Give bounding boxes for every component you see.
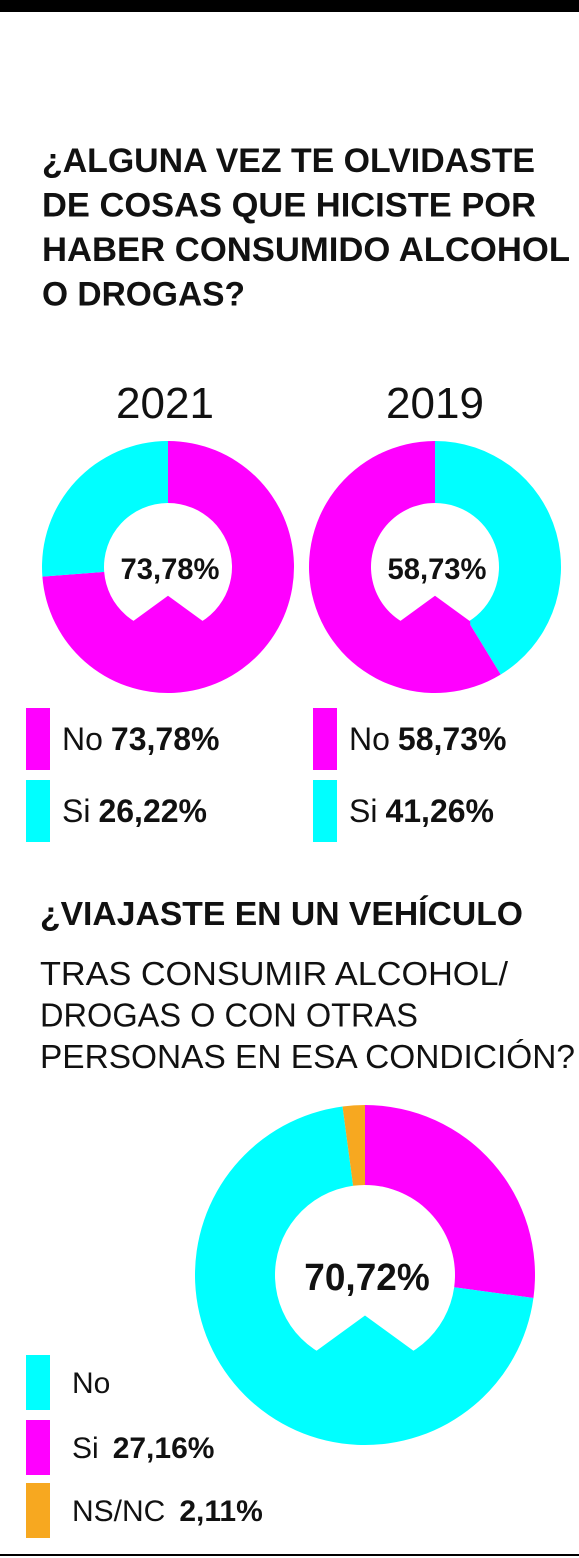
legend-swatch: [26, 1483, 50, 1538]
year-label: 2019: [386, 379, 484, 428]
hole-notch: [132, 595, 204, 635]
question-subtitle: PERSONAS EN ESA CONDICIÓN?: [40, 1038, 575, 1075]
donut: [42, 441, 294, 693]
donut: [309, 441, 561, 693]
legend-swatch: [26, 708, 50, 770]
donut-segment: [42, 441, 168, 577]
hole-notch: [315, 1315, 415, 1369]
legend-label: No 73,78%: [62, 721, 219, 757]
question-title: ¿VIAJASTE EN UN VEHÍCULO: [40, 895, 523, 932]
legend-swatch: [313, 708, 337, 770]
legend-category: Si: [72, 1432, 99, 1465]
donut-segment: [365, 1105, 535, 1299]
legend-category: No: [72, 1367, 110, 1400]
legend-label: No 58,73%: [349, 721, 506, 757]
legend-label: Si 41,26%: [349, 793, 494, 829]
legend-category: Si: [349, 793, 377, 829]
center-value: 73,78%: [121, 553, 220, 586]
legend-swatch: [26, 1355, 50, 1410]
question-title: DE COSAS QUE HICISTE POR: [42, 187, 536, 225]
legend-swatch: [26, 1420, 50, 1475]
question-title: O DROGAS?: [42, 276, 245, 314]
legend-value: 2,11%: [179, 1495, 262, 1528]
legend-value: 41,26%: [385, 793, 494, 829]
legend-category: No: [62, 721, 103, 757]
legend-swatch: [313, 780, 337, 842]
top-bar: [0, 0, 579, 12]
bottom-rule: [0, 1554, 579, 1556]
center-value: 58,73%: [388, 553, 487, 586]
center-value: 70,72%: [304, 1257, 429, 1299]
legend-value: 27,16%: [113, 1432, 215, 1465]
legend-label: NS/NC 2,11%: [72, 1495, 263, 1528]
legend-label: Si 26,22%: [62, 793, 207, 829]
legend-swatch: [26, 780, 50, 842]
legend-category: NS/NC: [72, 1495, 165, 1528]
donut: [195, 1105, 535, 1446]
legend-label: Si 27,16%: [72, 1432, 214, 1465]
legend-value: 26,22%: [98, 793, 207, 829]
legend-value: 73,78%: [111, 721, 220, 757]
donut-segment: [342, 1105, 365, 1186]
legend-value: 58,73%: [398, 721, 507, 757]
question-title: HABER CONSUMIDO ALCOHOL: [42, 231, 570, 269]
question-title: ¿ALGUNA VEZ TE OLVIDASTE: [42, 142, 535, 180]
question-subtitle: TRAS CONSUMIR ALCOHOL/: [40, 955, 509, 992]
legend-label: No: [72, 1367, 110, 1400]
donut-segment: [435, 441, 561, 675]
legend-category: Si: [62, 793, 90, 829]
donut-segment: [42, 441, 294, 693]
legend-category: No: [349, 721, 390, 757]
hole-notch: [399, 595, 471, 635]
donut-segment: [195, 1106, 534, 1446]
year-label: 2021: [116, 379, 214, 428]
question-subtitle: DROGAS O CON OTRAS: [40, 997, 418, 1034]
